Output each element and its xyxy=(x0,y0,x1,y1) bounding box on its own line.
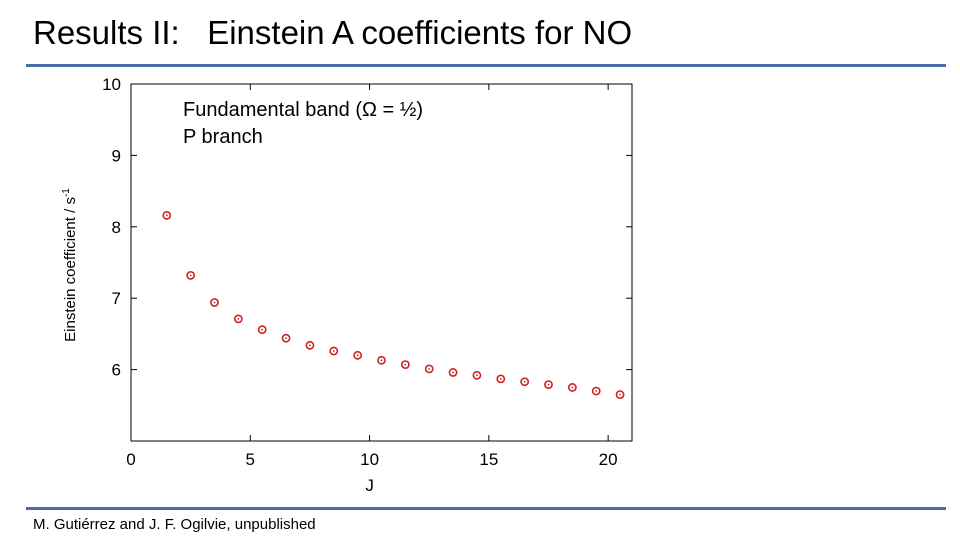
y-tick-label: 10 xyxy=(102,75,121,94)
y-tick-label: 7 xyxy=(112,289,121,308)
data-point xyxy=(591,386,601,396)
plot-frame xyxy=(130,83,633,442)
x-tick-label: 15 xyxy=(479,450,498,469)
data-point xyxy=(353,350,363,360)
axis-ticks xyxy=(130,83,632,441)
slide-title: Results II: Einstein A coefficients for … xyxy=(33,14,633,51)
data-point xyxy=(233,314,243,324)
data-point xyxy=(424,364,434,374)
data-point xyxy=(520,377,530,387)
data-point xyxy=(544,380,553,389)
citation-footer: M. Gutiérrez and J. F. Ogilvie, unpublis… xyxy=(33,516,316,533)
y-axis-label: Einstein coefficient / s-1 xyxy=(61,188,79,342)
data-point xyxy=(186,270,196,280)
data-point xyxy=(472,370,482,380)
chart-annotation-branch: P branch xyxy=(183,126,263,148)
y-tick-label: 8 xyxy=(112,218,121,237)
data-point xyxy=(377,355,386,365)
x-tick-label: 5 xyxy=(246,450,255,469)
footer-divider xyxy=(26,507,946,510)
x-axis-label: J xyxy=(365,476,374,495)
title-divider xyxy=(26,64,946,67)
y-tick-labels: 6 7 8 9 10 xyxy=(102,75,121,380)
y-axis-label-superscript: -1 xyxy=(61,188,72,197)
x-tick-label: 10 xyxy=(360,450,379,469)
y-tick-label: 9 xyxy=(112,146,121,165)
data-point xyxy=(281,333,291,343)
x-tick-label: 20 xyxy=(599,450,618,469)
data-points xyxy=(162,210,625,399)
data-point xyxy=(615,390,625,399)
data-point xyxy=(257,325,267,335)
data-point xyxy=(305,340,315,350)
data-point xyxy=(162,210,172,220)
data-point xyxy=(567,383,577,392)
y-axis-label-main: Einstein coefficient / s xyxy=(62,197,79,342)
data-point xyxy=(448,368,458,377)
data-point xyxy=(329,346,339,356)
x-tick-label: 0 xyxy=(126,450,135,469)
y-tick-label: 6 xyxy=(112,361,121,380)
data-point xyxy=(210,298,219,307)
data-point xyxy=(496,374,506,384)
x-tick-labels: 0 5 10 15 20 xyxy=(126,450,617,469)
data-point xyxy=(400,360,410,370)
chart-annotation-band: Fundamental band (Ω = ½) xyxy=(183,99,423,121)
